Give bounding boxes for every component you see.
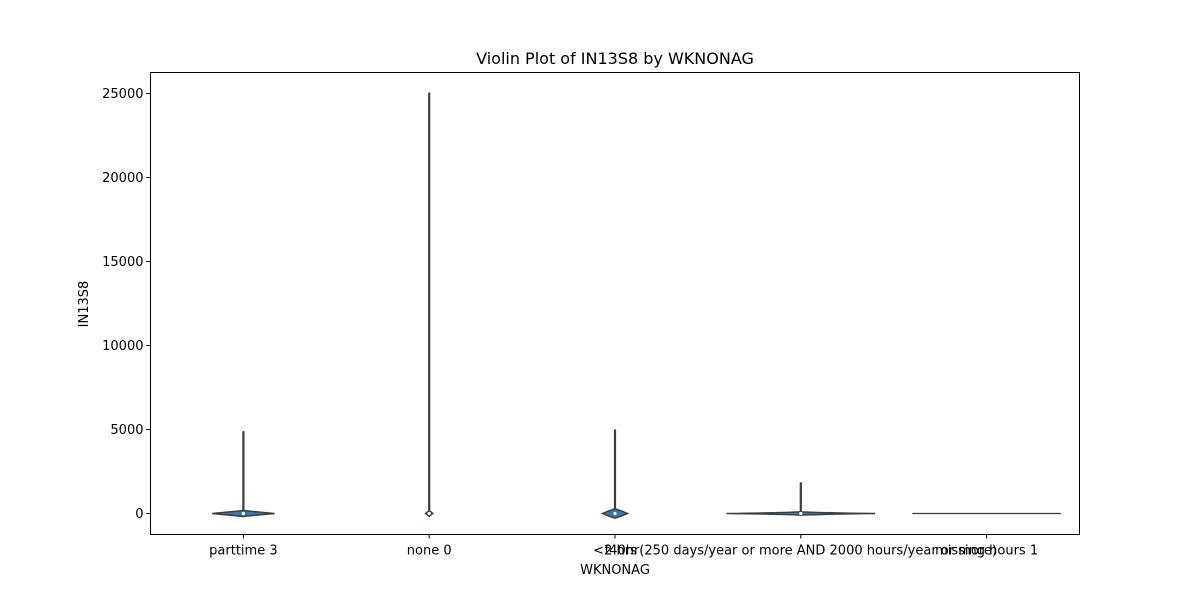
x-tick-label: <2 hrs: [593, 544, 637, 559]
y-tick-label: 20000: [102, 171, 143, 186]
y-axis-label: IN13S8: [77, 281, 92, 328]
y-tick-label: 10000: [102, 339, 143, 354]
violin-0: [212, 430, 275, 518]
violin-layer: [212, 92, 1061, 519]
x-tick-label: parttime 3: [209, 544, 277, 559]
violin-2: [600, 429, 630, 519]
x-tick-label: missing hours 1: [935, 544, 1038, 559]
x-axis-label: WKNONAG: [580, 563, 650, 578]
x-tick-label: none 0: [407, 544, 452, 559]
y-tick-label: 15000: [102, 255, 143, 270]
y-tick-label: 25000: [102, 87, 143, 102]
y-tick-label: 0: [135, 507, 143, 522]
chart-title: Violin Plot of IN13S8 by WKNONAG: [476, 49, 754, 68]
violin-median: [613, 511, 617, 516]
y-axis: 0 5000 10000 15000 20000 25000: [102, 87, 151, 522]
violin-3: [726, 482, 876, 516]
violin-median: [241, 511, 245, 516]
violin-median: [799, 511, 803, 516]
violin-1: [424, 92, 435, 518]
violin-median: [427, 511, 431, 516]
y-tick-label: 5000: [110, 423, 143, 438]
x-tick-label: f40hr(250 days/year or more AND 2000 hou…: [605, 544, 997, 559]
